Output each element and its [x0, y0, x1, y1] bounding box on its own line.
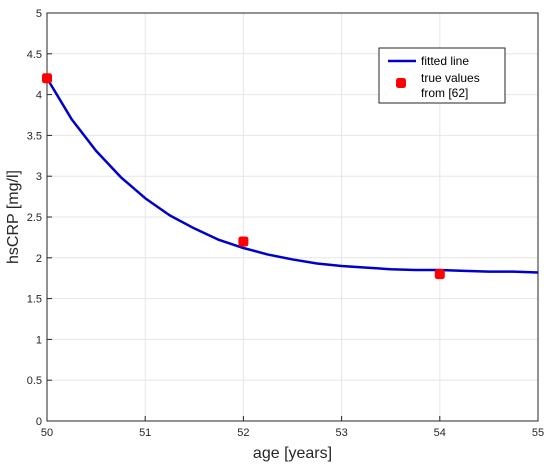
x-tick-label: 52 — [237, 427, 249, 439]
y-tick-label: 1 — [36, 334, 42, 346]
y-tick-label: 0 — [36, 416, 42, 428]
y-tick-label: 4 — [36, 90, 42, 102]
y-axis-label: hsCRP [mg/l] — [5, 170, 22, 264]
true-value-point — [238, 236, 249, 247]
y-tick-label: 4.5 — [27, 49, 42, 61]
fitted-line — [45, 77, 539, 274]
x-tick-label: 50 — [41, 427, 53, 439]
legend-label-fitted-line: fitted line — [421, 54, 469, 68]
marks — [42, 73, 539, 280]
y-tick-label: 2 — [36, 253, 42, 265]
ticks: 50 51 52 53 54 55 0 0.5 1 1.5 2 2.5 3 3.5 4 4.5 5 — [27, 8, 544, 439]
legend: fitted line true values from [62] — [378, 47, 506, 104]
y-tick-label: 2.5 — [27, 212, 42, 224]
true-value-point — [434, 269, 445, 280]
legend-marker-swatch — [396, 78, 406, 88]
x-tick-label: 51 — [139, 427, 151, 439]
y-tick-label: 5 — [36, 8, 42, 20]
x-tick-label: 54 — [434, 427, 446, 439]
legend-label-true-values: true values — [421, 71, 480, 85]
true-value-point — [42, 73, 52, 84]
y-tick-label: 1.5 — [27, 294, 42, 306]
x-tick-label: 53 — [335, 427, 347, 439]
legend-box — [378, 47, 506, 104]
x-tick-label: 55 — [532, 427, 544, 439]
x-axis-label: age [years] — [253, 445, 332, 462]
y-tick-label: 3.5 — [27, 130, 42, 142]
y-tick-label: 0.5 — [27, 375, 42, 387]
legend-label-source: from [62] — [421, 86, 468, 100]
y-tick-label: 3 — [36, 171, 42, 183]
